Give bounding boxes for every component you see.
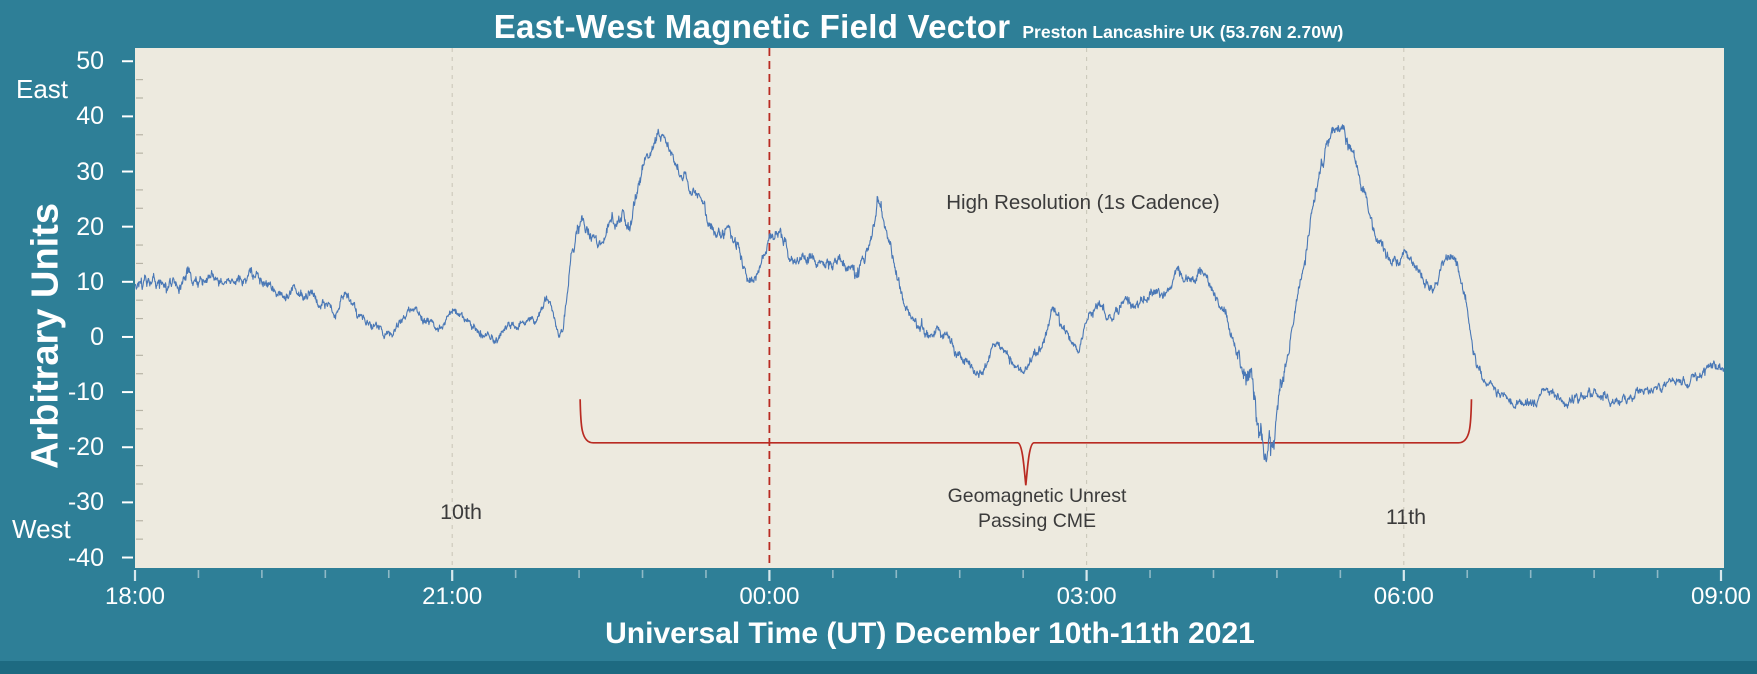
annotation-geomagnetic-unrest-line2: Passing CME: [977, 510, 1097, 532]
x-tick-label: 03:00: [1056, 583, 1117, 610]
annotation-day-11th: 11th: [1385, 505, 1427, 529]
plot-background: [135, 48, 1724, 568]
y-tick-label: 40: [76, 102, 104, 131]
annotation-geomagnetic-unrest-line1: Geomagnetic Unrest: [947, 485, 1127, 507]
y-tick-label: -40: [67, 543, 104, 572]
x-tick-label: 18:00: [104, 583, 166, 610]
x-tick-label: 00:00: [739, 583, 800, 610]
annotation-geomagnetic-unrest: Geomagnetic Unrest Passing CME: [948, 484, 1127, 534]
annotation-day-10th: 10th: [440, 500, 482, 524]
chart-title: East-West Magnetic Field Vector: [493, 8, 1011, 45]
bottom-accent-strip: [0, 661, 1757, 674]
y-tick-label: -10: [67, 378, 104, 407]
y-tick-label: -30: [67, 488, 104, 517]
x-tick-label: 21:00: [422, 583, 483, 610]
y-tick-label: 20: [76, 212, 104, 241]
y-direction-west-label: West: [12, 514, 71, 544]
y-tick-label: 30: [76, 157, 104, 186]
y-direction-east-label: East: [16, 74, 69, 104]
y-tick-label: 50: [76, 47, 104, 76]
x-tick-label: 09:00: [1690, 583, 1752, 610]
cme-interval-brace: [579, 399, 1473, 486]
chart-subtitle: Preston Lancashire UK (53.76N 2.70W): [1022, 22, 1344, 42]
x-tick-label: 06:00: [1373, 583, 1434, 610]
annotation-high-resolution: High Resolution (1s Cadence): [946, 191, 1220, 214]
y-tick-label: -20: [67, 433, 104, 462]
magnetic-field-trace: [135, 124, 1724, 463]
x-axis-title: Universal Time (UT) December 10th-11th 2…: [605, 617, 1255, 650]
y-tick-label: 0: [90, 322, 104, 351]
chart-title-row: East-West Magnetic Field Vector Preston L…: [40, 8, 1757, 46]
y-tick-label: 10: [76, 267, 104, 296]
